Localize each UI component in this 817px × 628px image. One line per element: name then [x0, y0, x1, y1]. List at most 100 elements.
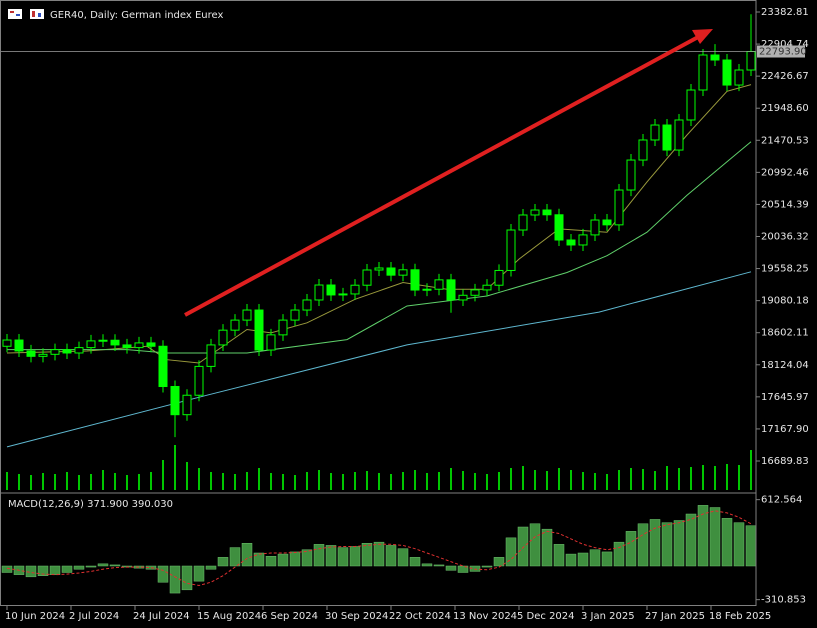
chart-title: GER40, Daily: German index Eurex	[50, 10, 224, 21]
macd-bar	[109, 564, 121, 567]
candle-body	[230, 319, 240, 331]
candle-body	[662, 124, 672, 151]
y-tick-label: -310.853	[761, 595, 806, 606]
price-label: 22793.90	[759, 47, 807, 58]
y-tick-label: 17645.97	[761, 392, 809, 403]
macd-signal	[6, 510, 752, 587]
candle-body	[170, 386, 180, 416]
candle-body	[146, 342, 156, 347]
macd-bar	[61, 565, 73, 573]
macd-bar	[349, 546, 361, 567]
candle-body	[362, 269, 372, 286]
x-tick-label: 2 Jul 2024	[69, 611, 119, 622]
x-tick-label: 22 Oct 2024	[389, 611, 451, 622]
x-tick-label: 30 Sep 2024	[325, 611, 388, 622]
candle-body	[626, 159, 636, 191]
macd-bar	[49, 565, 61, 575]
macd-bar	[589, 549, 601, 567]
candle-body	[734, 69, 744, 86]
candle-body	[158, 345, 168, 388]
macd-bar	[613, 541, 625, 567]
candle-body	[398, 269, 408, 276]
y-tick-label: 22904.74	[761, 39, 809, 50]
candle-body	[86, 340, 96, 349]
candle-body	[590, 219, 600, 236]
candle-body	[518, 214, 528, 231]
icon	[30, 9, 44, 19]
candle-body	[494, 269, 504, 286]
macd-bar	[505, 537, 517, 567]
x-tick-label: 6 Sep 2024	[261, 611, 318, 622]
macd-bar	[181, 565, 193, 591]
macd-bar	[529, 523, 541, 567]
arrow-head	[692, 29, 713, 44]
macd-bar	[637, 523, 649, 567]
macd-bar	[745, 525, 757, 567]
icon	[10, 11, 14, 13]
macd-bar	[661, 522, 673, 567]
macd-bar	[97, 563, 109, 567]
candle-body	[410, 269, 420, 291]
macd-bar	[73, 565, 85, 570]
candle-body	[614, 189, 624, 226]
candle-body	[2, 339, 12, 347]
candle-body	[338, 293, 348, 296]
candle-body	[686, 89, 696, 121]
candle-body	[650, 124, 660, 141]
icon	[8, 9, 22, 19]
y-tick-label: 20036.32	[761, 231, 809, 242]
plot-area	[0, 14, 757, 594]
x-tick-label: 10 Jun 2024	[5, 611, 65, 622]
macd-title: MACD(12,26,9) 371.900 390.030	[8, 499, 173, 510]
macd-bar	[193, 565, 205, 582]
macd-bar	[37, 565, 49, 576]
y-tick-label: 23382.81	[761, 7, 809, 18]
macd-bar	[481, 565, 493, 568]
macd-bar	[409, 557, 421, 567]
macd-bar	[25, 565, 37, 578]
y-tick-label: 16689.83	[761, 456, 809, 467]
x-tick-label: 27 Jan 2025	[645, 611, 705, 622]
candle-body	[698, 54, 708, 91]
x-tick-label: 24 Jul 2024	[133, 611, 190, 622]
macd-bar	[289, 551, 301, 567]
candle-body	[446, 279, 456, 301]
macd-bar	[325, 545, 337, 567]
y-tick-label: 20514.39	[761, 199, 809, 210]
macd-bar	[217, 557, 229, 567]
macd-bar	[385, 545, 397, 567]
macd-bar	[553, 544, 565, 567]
candle-body	[26, 350, 36, 357]
y-tick-label: 17167.90	[761, 424, 809, 435]
candle-body	[566, 239, 576, 246]
y-tick-label: 21470.53	[761, 135, 809, 146]
macd-bar	[301, 549, 313, 567]
macd-bar	[85, 565, 97, 568]
candle-body	[266, 334, 276, 351]
candle-body	[350, 284, 360, 295]
macd-bar	[241, 543, 253, 567]
macd-bar	[229, 547, 241, 567]
macd-bar	[601, 551, 613, 567]
macd-bar	[709, 507, 721, 567]
candle-body	[278, 319, 288, 336]
macd-bar	[697, 505, 709, 567]
candle-body	[386, 267, 396, 276]
icon	[38, 13, 41, 17]
x-tick-label: 18 Feb 2025	[709, 611, 771, 622]
candle-body	[506, 229, 516, 271]
candle-body	[674, 119, 684, 151]
candle-body	[434, 279, 444, 290]
arrow	[184, 29, 713, 317]
candle-body	[722, 59, 732, 86]
x-tick-label: 5 Dec 2024	[517, 611, 575, 622]
y-tick-label: 19080.18	[761, 296, 809, 307]
candle-body	[254, 309, 264, 351]
candle-body	[530, 209, 540, 216]
moving-average	[6, 271, 752, 448]
macd-bar	[577, 552, 589, 567]
candle-body	[62, 349, 72, 354]
macd-bar	[673, 520, 685, 567]
y-tick-label: 19558.25	[761, 264, 809, 275]
